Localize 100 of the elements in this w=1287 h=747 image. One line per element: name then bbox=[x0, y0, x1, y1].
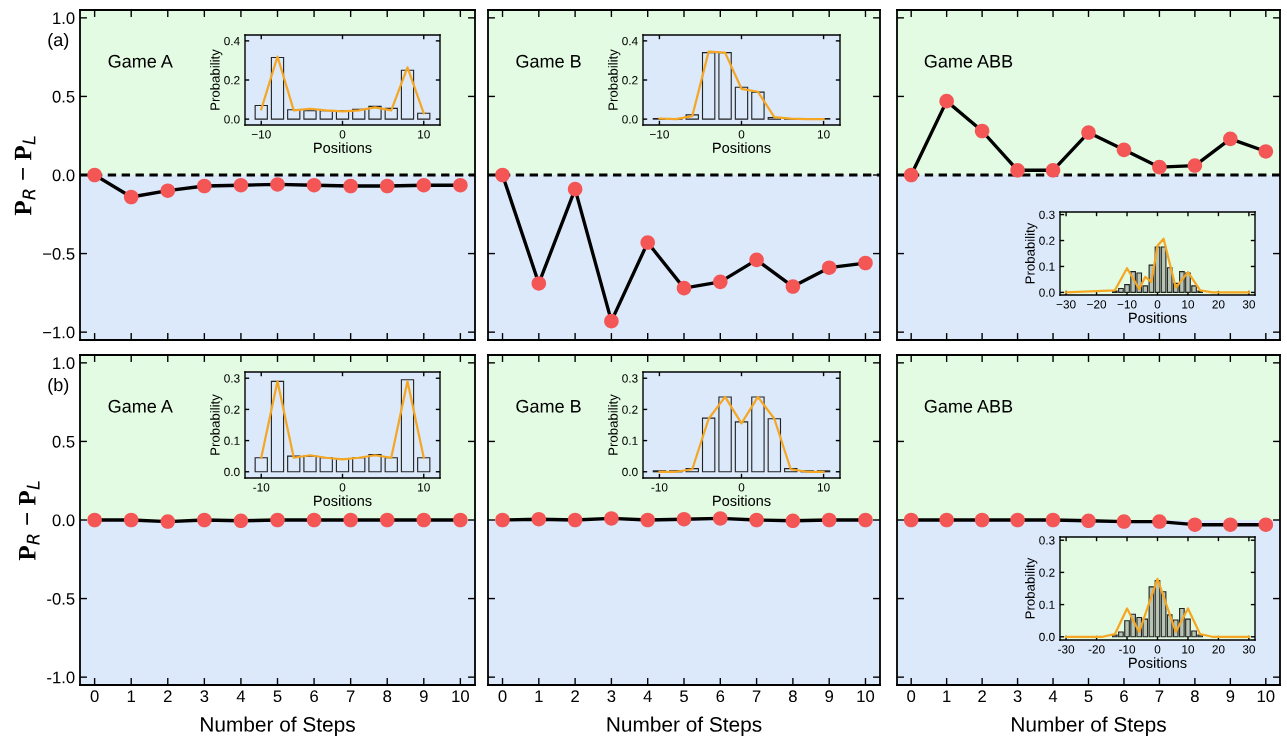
y-tick-label: -1.0 bbox=[47, 671, 75, 684]
y-axis-title: Probability bbox=[608, 394, 621, 455]
y-tick-label: 0.0 bbox=[622, 115, 638, 124]
x-tick-label: 20 bbox=[1212, 645, 1225, 654]
y-axis-title: Probability bbox=[1025, 557, 1038, 619]
y-tick-label: 0.0 bbox=[1039, 632, 1055, 642]
y-tick-label: 0.1 bbox=[622, 436, 638, 445]
text: Game A bbox=[108, 399, 173, 413]
x-tick-label: -10 bbox=[253, 483, 270, 492]
x-axis-title: Number of Steps bbox=[607, 716, 762, 736]
text: Game ABB bbox=[924, 54, 1013, 68]
x-tick-label: 4 bbox=[643, 690, 652, 702]
y-tick-label: −0.5 bbox=[43, 247, 75, 260]
x-tick-label: 7 bbox=[346, 690, 355, 702]
x-tick-label: −10 bbox=[251, 130, 271, 139]
y-tick-label: 0.5 bbox=[52, 90, 75, 103]
y-tick-label: 0.0 bbox=[52, 169, 75, 182]
y-tick-label: 0.1 bbox=[1039, 262, 1055, 271]
x-tick-label: 5 bbox=[1084, 690, 1093, 703]
text: (a) bbox=[48, 32, 69, 50]
x-tick-label: 2 bbox=[163, 690, 172, 702]
x-tick-label: 6 bbox=[310, 690, 318, 703]
x-tick-label: 0 bbox=[498, 690, 507, 703]
x-tick-label: 8 bbox=[1190, 690, 1199, 703]
x-tick-label: 10 bbox=[1257, 690, 1275, 703]
x-tick-label: -10 bbox=[1119, 645, 1136, 654]
x-axis-title: Number of Steps bbox=[201, 716, 355, 736]
x-tick-label: 5 bbox=[680, 690, 688, 703]
x-tick-label: −10 bbox=[649, 130, 669, 139]
x-tick-label: −10 bbox=[1117, 300, 1137, 309]
y-tick-label: 0.1 bbox=[224, 436, 240, 445]
y-axis-title: Probability bbox=[210, 394, 223, 455]
x-tick-label: 0 bbox=[1154, 645, 1161, 654]
x-tick-label: -10 bbox=[651, 483, 668, 492]
y-tick-label: 0.2 bbox=[1039, 236, 1055, 245]
x-tick-label: 0 bbox=[738, 130, 745, 139]
y-tick-label: −1.0 bbox=[43, 326, 75, 339]
x-tick-label: 20 bbox=[1212, 300, 1225, 309]
x-tick-label: 30 bbox=[1242, 300, 1256, 309]
y-tick-label: 0.2 bbox=[1039, 568, 1055, 577]
x-tick-label: 0 bbox=[907, 690, 916, 703]
y-tick-label: 0.0 bbox=[1039, 288, 1055, 297]
y-tick-label: 0.2 bbox=[622, 405, 638, 414]
text: Game ABB bbox=[924, 399, 1013, 413]
x-tick-label: 7 bbox=[752, 690, 761, 702]
y-tick-label: 0.2 bbox=[622, 76, 638, 85]
x-tick-label: 1 bbox=[535, 690, 543, 702]
y-axis-title: P$_{R}$ − P$_{L}$ bbox=[14, 136, 36, 216]
y-tick-label: -0.5 bbox=[47, 592, 75, 605]
x-tick-label: 4 bbox=[236, 690, 246, 702]
y-tick-label: 0.0 bbox=[224, 115, 240, 124]
x-tick-label: 1 bbox=[127, 690, 136, 702]
y-tick-label: 0.1 bbox=[1039, 600, 1055, 609]
x-tick-label: 6 bbox=[1120, 690, 1128, 703]
y-tick-label: 0.3 bbox=[1039, 210, 1055, 219]
x-axis-title: Positions bbox=[1129, 657, 1187, 668]
y-tick-label: 1.0 bbox=[53, 357, 75, 370]
x-axis-title: Positions bbox=[314, 142, 372, 153]
x-tick-label: 8 bbox=[383, 690, 392, 703]
x-tick-label: 10 bbox=[418, 483, 430, 492]
x-tick-label: 0 bbox=[738, 483, 745, 492]
y-axis-title: Probability bbox=[210, 49, 223, 110]
x-tick-label: 7 bbox=[1155, 690, 1164, 702]
y-tick-label: 1.0 bbox=[53, 12, 75, 25]
x-tick-label: 6 bbox=[716, 690, 725, 703]
x-tick-label: 0 bbox=[339, 483, 346, 492]
y-axis-title: Probability bbox=[608, 49, 621, 110]
y-axis-title: P$_{R}$ − P$_{L}$ bbox=[19, 481, 40, 561]
x-tick-label: -20 bbox=[1088, 645, 1105, 654]
x-axis-title: Positions bbox=[314, 495, 372, 506]
y-axis-title: Probability bbox=[1025, 222, 1038, 284]
y-tick-label: 0.4 bbox=[224, 36, 240, 46]
x-tick-label: -30 bbox=[1058, 645, 1075, 654]
x-tick-label: 30 bbox=[1242, 645, 1256, 654]
x-axis-title: Number of Steps bbox=[1012, 716, 1166, 736]
text: Game B bbox=[516, 54, 581, 68]
y-tick-label: 0.0 bbox=[224, 467, 240, 477]
x-tick-label: 5 bbox=[273, 690, 282, 703]
x-tick-label: 10 bbox=[418, 130, 430, 139]
x-tick-label: −30 bbox=[1056, 300, 1076, 309]
x-tick-label: 10 bbox=[817, 483, 830, 492]
x-tick-label: 9 bbox=[825, 690, 834, 703]
y-tick-label: 0.3 bbox=[224, 374, 240, 383]
y-tick-label: 0.0 bbox=[52, 514, 75, 527]
y-tick-label: 0.4 bbox=[622, 36, 638, 46]
x-tick-label: 0 bbox=[90, 690, 99, 703]
x-tick-label: 10 bbox=[857, 690, 875, 703]
x-tick-label: 1 bbox=[943, 690, 951, 702]
y-tick-label: 0.2 bbox=[224, 76, 240, 85]
x-tick-label: 3 bbox=[200, 690, 209, 703]
y-tick-label: 0.2 bbox=[224, 405, 240, 414]
text: Game B bbox=[516, 399, 581, 413]
x-tick-label: 10 bbox=[452, 690, 469, 703]
x-tick-label: 0 bbox=[1154, 300, 1161, 309]
x-tick-label: 0 bbox=[339, 130, 346, 139]
text: Game A bbox=[108, 54, 173, 68]
x-tick-label: 2 bbox=[978, 690, 986, 702]
y-tick-label: 0.5 bbox=[52, 435, 75, 448]
x-tick-label: 8 bbox=[788, 690, 797, 703]
x-axis-title: Positions bbox=[1129, 312, 1187, 323]
